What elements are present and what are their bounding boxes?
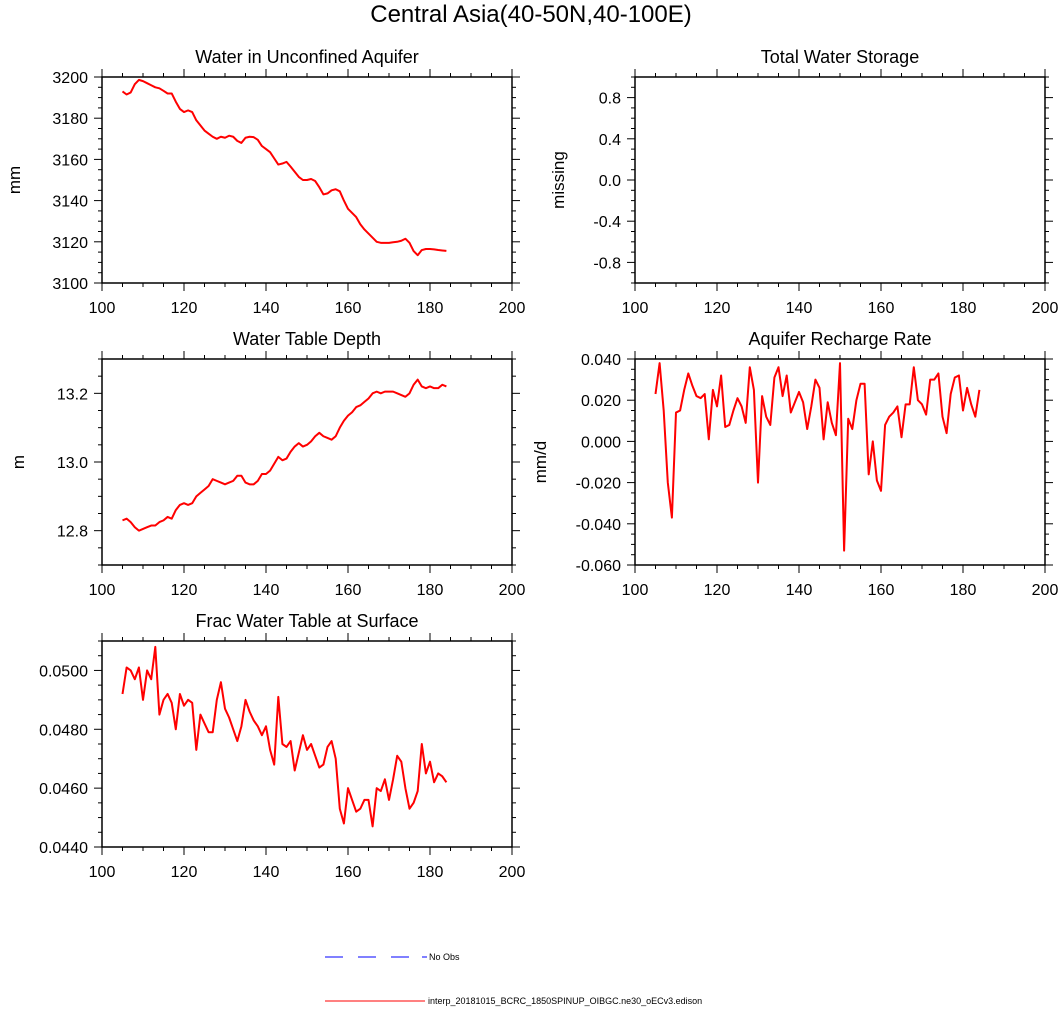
series-line: [121, 645, 448, 828]
x-tick-label: 140: [786, 300, 813, 317]
x-tick-label: 120: [171, 300, 198, 317]
x-tick-label: 120: [704, 582, 731, 599]
x-tick-label: 160: [335, 582, 362, 599]
y-tick-label: 0.8: [599, 91, 621, 108]
figure-title: Central Asia(40-50N,40-100E): [370, 1, 692, 28]
y-tick-label: 13.2: [57, 386, 88, 403]
panel-water-table-depth: Water Table Depth m 100 120 140 160 180 200 12.8…: [9, 329, 525, 599]
y-tick-label: 0.0480: [39, 722, 88, 739]
y-tick-label: 3120: [52, 235, 88, 252]
x-tick-label: 160: [868, 582, 895, 599]
x-tick-label: 100: [622, 582, 649, 599]
x-tick-label: 120: [171, 864, 198, 881]
y-tick-label: 0.000: [581, 434, 621, 451]
y-tick-label: -0.4: [593, 214, 621, 231]
panel-title: Frac Water Table at Surface: [195, 611, 418, 631]
y-tick-label: 0.040: [581, 352, 621, 369]
plot-frame: [634, 76, 1046, 284]
panel-title: Total Water Storage: [761, 47, 919, 67]
series-line: [654, 362, 981, 552]
x-tick-label: 100: [89, 300, 116, 317]
y-tick-label: 0.0500: [39, 663, 88, 680]
x-tick-label: 180: [417, 864, 444, 881]
y-axis-label: missing: [549, 151, 568, 209]
legend-label-obs: No Obs: [429, 952, 460, 962]
x-tick-label: 100: [89, 864, 116, 881]
panel-frac-water-table-surface: Frac Water Table at Surface 100 120 140 160 1…: [39, 611, 525, 881]
panel-aquifer-recharge-rate: Aquifer Recharge Rate mm/d 100 120 140 160 180…: [531, 329, 1058, 599]
panel-title: Water Table Depth: [233, 329, 381, 349]
x-tick-label: 200: [1032, 582, 1059, 599]
x-tick-label: 200: [499, 582, 526, 599]
y-tick-label: -0.8: [593, 255, 621, 272]
y-tick-label: 12.8: [57, 524, 88, 541]
x-tick-label: 100: [89, 582, 116, 599]
y-tick-label: 3100: [52, 276, 88, 293]
x-tick-label: 180: [417, 582, 444, 599]
x-tick-label: 200: [1032, 300, 1059, 317]
x-tick-label: 100: [622, 300, 649, 317]
y-tick-label: 0.0460: [39, 781, 88, 798]
x-tick-label: 160: [335, 300, 362, 317]
x-tick-label: 140: [253, 300, 280, 317]
y-tick-label: 0.020: [581, 393, 621, 410]
panel-water-unconfined-aquifer: Water in Unconfined Aquifer mm 100 120 140 16…: [5, 47, 525, 317]
y-tick-label: 3200: [52, 70, 88, 87]
y-tick-label: 3140: [52, 194, 88, 211]
series-line: [121, 78, 447, 257]
y-tick-label: 3180: [52, 111, 88, 128]
plot-frame: [101, 358, 513, 566]
series-line: [122, 378, 447, 532]
y-axis-label: mm: [5, 166, 24, 194]
x-tick-label: 140: [253, 582, 280, 599]
x-tick-label: 140: [253, 864, 280, 881]
x-tick-label: 180: [950, 300, 977, 317]
legend: No Obs interp_20181015_BCRC_1850SPINUP_O…: [325, 952, 702, 1006]
y-tick-label: -0.020: [576, 476, 621, 493]
y-tick-label: 0.0440: [39, 840, 88, 857]
x-tick-label: 160: [335, 864, 362, 881]
y-tick-label: 13.0: [57, 455, 88, 472]
y-tick-label: 0.0: [599, 173, 621, 190]
panel-total-water-storage: Total Water Storage missing 100 120 140 160 18…: [549, 47, 1058, 317]
x-tick-label: 120: [171, 582, 198, 599]
y-axis-label: mm/d: [531, 441, 550, 484]
x-tick-label: 180: [950, 582, 977, 599]
x-tick-label: 160: [868, 300, 895, 317]
x-tick-label: 120: [704, 300, 731, 317]
y-axis-label: m: [9, 455, 28, 469]
y-tick-label: -0.060: [576, 558, 621, 575]
legend-label-model: interp_20181015_BCRC_1850SPINUP_OIBGC.ne…: [428, 996, 702, 1006]
x-tick-label: 180: [417, 300, 444, 317]
y-tick-label: -0.040: [576, 517, 621, 534]
x-tick-label: 200: [499, 300, 526, 317]
panel-title: Aquifer Recharge Rate: [748, 329, 931, 349]
x-tick-label: 200: [499, 864, 526, 881]
x-tick-label: 140: [786, 582, 813, 599]
y-tick-label: 0.4: [599, 132, 621, 149]
panel-title: Water in Unconfined Aquifer: [195, 47, 418, 67]
plot-frame: [101, 640, 513, 848]
y-tick-label: 3160: [52, 152, 88, 169]
